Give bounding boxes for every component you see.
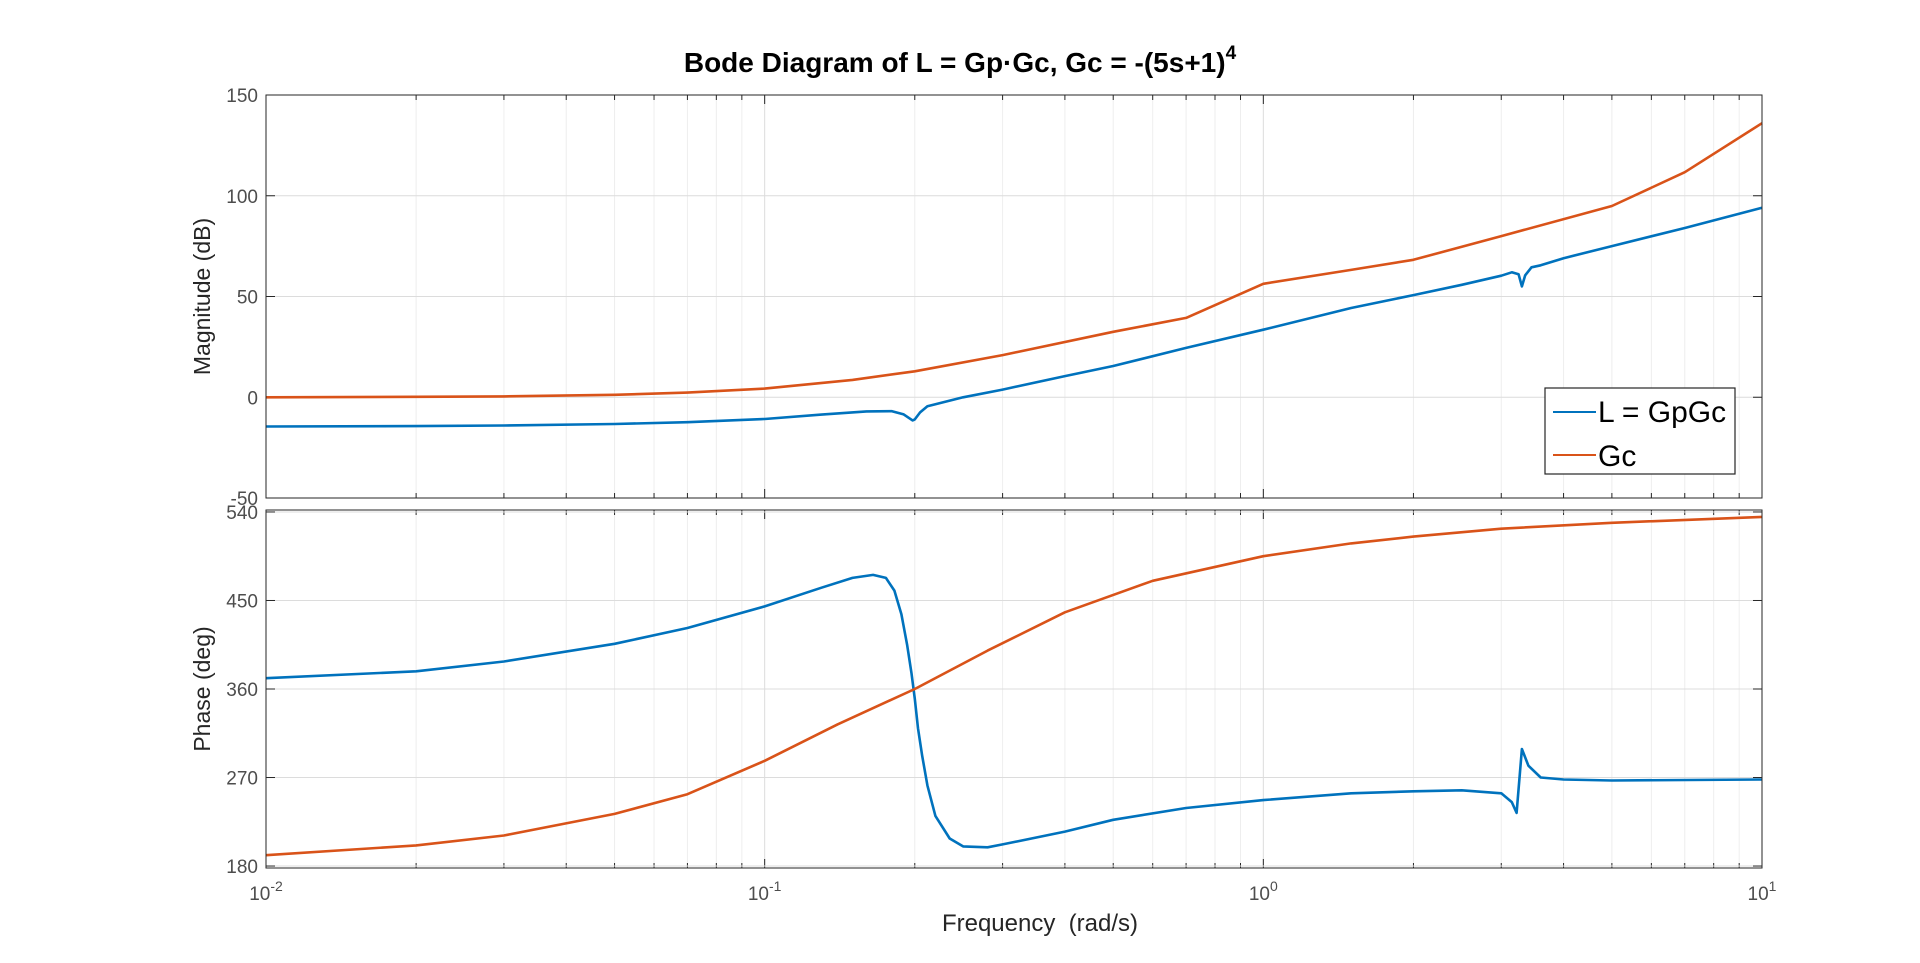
legend-box	[1544, 387, 1736, 475]
x-tick-label: 10-2	[249, 878, 283, 905]
x-axis-label: Frequency (rad/s)	[942, 910, 1138, 937]
magnitude-y-tick-label: 100	[226, 187, 258, 208]
phase-y-tick-label: 180	[226, 857, 258, 878]
magnitude-panel: -50 0 50 100 150 Magnitude (dB)	[189, 86, 1763, 510]
x-tick-exponent: 0	[1270, 878, 1278, 894]
x-tick-base: 10	[249, 884, 270, 905]
magnitude-y-tick-label: 0	[247, 388, 258, 409]
magnitude-y-tick-label: 50	[237, 288, 258, 309]
phase-y-tick-label: 540	[226, 503, 258, 524]
x-tick-base: 10	[1249, 884, 1270, 905]
x-tick-label: 10-1	[748, 878, 782, 905]
magnitude-y-tick-label: 150	[226, 86, 258, 107]
legend-label-Gc: Gc	[1598, 440, 1636, 473]
phase-y-tick-label: 270	[226, 769, 258, 790]
x-tick-label: 101	[1748, 878, 1777, 905]
phase-line-L	[265, 573, 1763, 849]
phase-y-axis-label: Phase (deg)	[189, 626, 215, 751]
chart-title-main: Bode Diagram of L = Gp·Gc, Gc = -(5s+1)	[684, 47, 1226, 78]
magnitude-line-Gc	[265, 122, 1763, 399]
x-tick-exponent: -1	[769, 878, 782, 894]
phase-frame	[265, 509, 1763, 869]
x-tick-base: 10	[1748, 884, 1769, 905]
phase-y-tick-label: 450	[226, 591, 258, 612]
x-tick-base: 10	[748, 884, 769, 905]
magnitude-frame	[265, 94, 1763, 499]
magnitude-line-L	[265, 206, 1763, 428]
phase-line-Gc	[265, 515, 1763, 857]
x-tick-exponent: 1	[1769, 878, 1777, 894]
chart-title-superscript: 4	[1226, 43, 1237, 64]
magnitude-y-tick-label: -50	[231, 489, 258, 510]
chart-title: Bode Diagram of L = Gp·Gc, Gc = -(5s+1)4	[684, 43, 1237, 78]
magnitude-y-axis-label: Magnitude (dB)	[189, 218, 215, 375]
legend: L = GpGc Gc	[1544, 387, 1736, 475]
x-tick-label: 100	[1249, 878, 1278, 905]
phase-y-tick-label: 360	[226, 680, 258, 701]
legend-label-L: L = GpGc	[1598, 396, 1726, 429]
x-tick-exponent: -2	[270, 878, 283, 894]
